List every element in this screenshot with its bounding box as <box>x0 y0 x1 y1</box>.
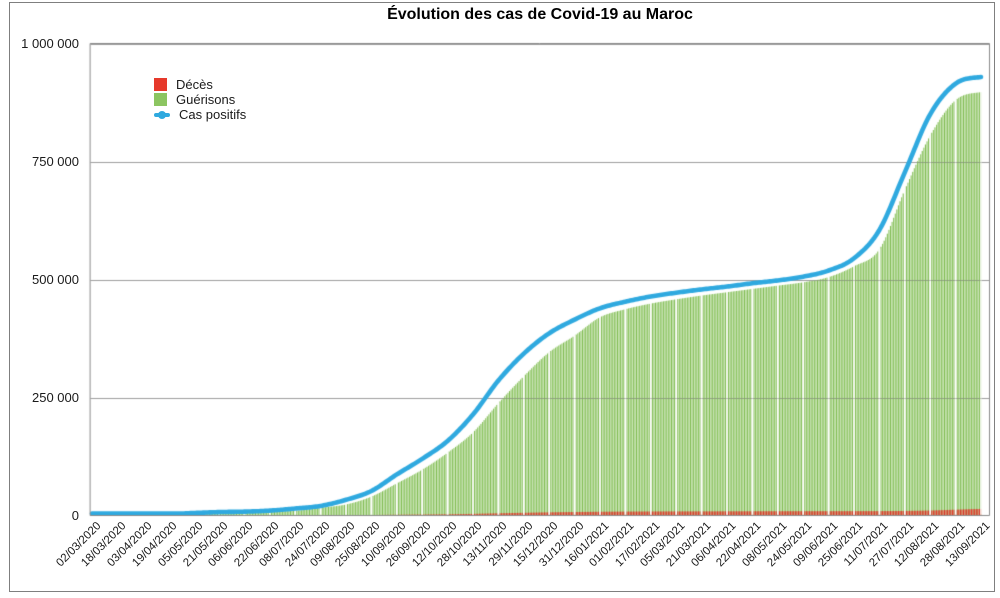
y-tick-label: 1 000 000 <box>21 36 79 51</box>
point-marker-icon <box>158 110 166 119</box>
legend-item: Cas positifs <box>154 108 246 121</box>
legend-item: Guérisons <box>154 93 246 106</box>
y-tick-label: 0 <box>71 508 79 523</box>
chart-legend: Décès Guérisons Cas positifs <box>154 78 246 123</box>
legend-label: Guérisons <box>176 92 236 107</box>
y-tick-label: 250 000 <box>32 390 79 405</box>
color-swatch-icon <box>154 93 167 106</box>
y-tick-label: 750 000 <box>32 154 79 169</box>
legend-label: Décès <box>176 77 213 92</box>
line-marker-icon <box>154 108 170 121</box>
legend-label: Cas positifs <box>179 107 247 122</box>
y-tick-label: 500 000 <box>32 272 79 287</box>
chart-title: Évolution des cas de Covid-19 au Maroc <box>387 6 693 23</box>
color-swatch-icon <box>154 78 167 91</box>
legend-item: Décès <box>154 78 246 91</box>
